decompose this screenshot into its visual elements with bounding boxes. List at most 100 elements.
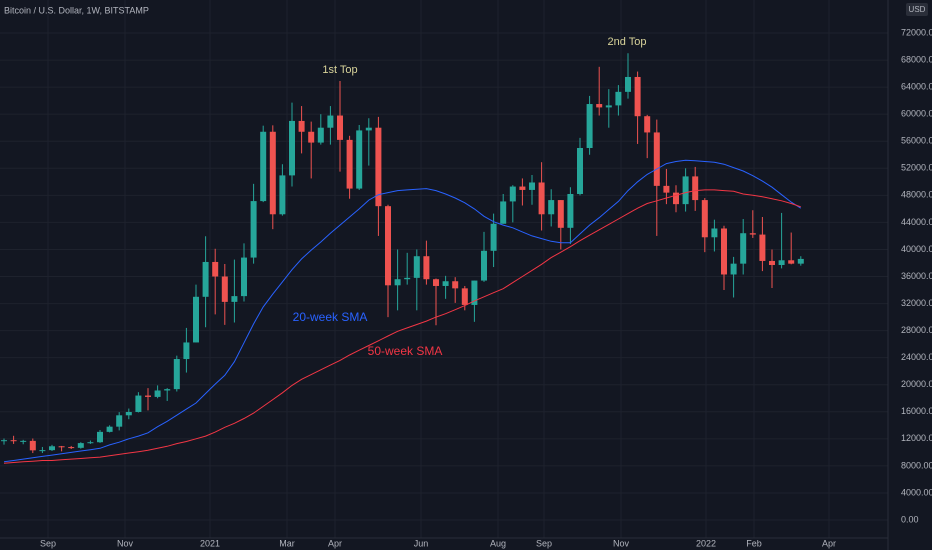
annotation: 2nd Top: [608, 36, 647, 48]
x-tick-label: 2021: [200, 538, 220, 548]
y-tick-label: 64000.00: [901, 81, 932, 91]
x-tick-label: Nov: [117, 538, 134, 548]
candle-body: [327, 115, 334, 128]
candle-body: [749, 233, 756, 235]
y-tick-label: 72000.00: [901, 27, 932, 37]
currency-label: USD: [909, 5, 926, 14]
candle-body: [634, 76, 641, 117]
x-tick-label: Sep: [536, 538, 552, 548]
candle-body: [519, 186, 526, 190]
candle-body: [375, 127, 382, 207]
candle-body: [682, 176, 689, 205]
y-tick-label: 0.00: [901, 514, 919, 524]
candle-body: [337, 115, 343, 140]
candle-body: [241, 257, 247, 297]
candle-body: [394, 279, 401, 286]
candle-body: [269, 131, 276, 215]
candle-body: [605, 105, 612, 108]
candle-body: [202, 261, 209, 297]
y-tick-label: 16000.00: [901, 406, 932, 416]
candle-body: [740, 233, 747, 264]
candle-body: [721, 228, 727, 275]
candle-body: [452, 281, 459, 289]
candle-body: [778, 260, 785, 266]
candle-body: [538, 182, 545, 215]
y-tick-label: 28000.00: [901, 325, 932, 335]
y-tick-label: 52000.00: [901, 163, 932, 173]
y-tick-label: 8000.00: [901, 460, 932, 470]
x-tick-label: Apr: [822, 538, 836, 548]
candle-body: [317, 127, 324, 143]
candle-body: [759, 234, 766, 261]
sma-line: [3, 189, 801, 464]
sma-label: 50-week SMA: [368, 344, 443, 358]
grid: [0, 0, 888, 538]
candle-body: [250, 201, 257, 258]
candle-body: [20, 440, 27, 442]
chart-title: Bitcoin / U.S. Dollar, 1W, BITSTAMP: [4, 5, 149, 15]
candle-body: [625, 76, 631, 92]
candle-body: [193, 296, 199, 343]
candle-body: [596, 104, 603, 108]
candle-body: [385, 206, 391, 286]
candle-body: [711, 228, 718, 238]
candle-body: [145, 395, 151, 397]
candle-body: [116, 415, 123, 427]
candle-body: [221, 276, 228, 302]
candle-body: [481, 250, 487, 281]
candle-body: [154, 390, 161, 397]
y-tick-label: 4000.00: [901, 487, 932, 497]
candle-body: [471, 280, 478, 305]
x-tick-label: Sep: [40, 538, 56, 548]
candle-body: [308, 131, 315, 143]
candle-body: [644, 116, 651, 133]
plot: [1, 53, 804, 464]
candle-body: [260, 131, 267, 202]
candle-body: [423, 256, 430, 280]
candle-body: [279, 175, 286, 215]
y-tick-label: 44000.00: [901, 217, 932, 227]
candle-body: [461, 288, 468, 305]
candle-body: [49, 446, 55, 451]
candle-body: [548, 200, 555, 215]
x-tick-label: 2022: [696, 538, 716, 548]
x-tick-label: Mar: [279, 538, 295, 548]
y-tick-label: 36000.00: [901, 271, 932, 281]
candle-body: [413, 256, 420, 278]
candle-body: [289, 120, 295, 176]
candle-body: [615, 91, 622, 106]
candle-body: [663, 185, 670, 193]
candle-body: [29, 440, 36, 451]
y-tick-label: 32000.00: [901, 298, 932, 308]
annotation: 1st Top: [322, 64, 357, 76]
candle-body: [509, 186, 516, 202]
candle-body: [125, 411, 132, 416]
y-tick-label: 40000.00: [901, 244, 932, 254]
candle-body: [797, 258, 804, 264]
candle-body: [567, 193, 574, 228]
candle-body: [106, 426, 113, 432]
candle-body: [692, 176, 699, 201]
candle-body: [653, 132, 660, 186]
x-tick-label: Apr: [328, 538, 342, 548]
candle-body: [97, 431, 103, 443]
x-tick-label: Nov: [613, 538, 630, 548]
candle-body: [788, 260, 795, 264]
candle-body: [490, 223, 497, 251]
candle-body: [673, 192, 679, 205]
candle-body: [356, 130, 363, 189]
candle-body: [231, 296, 238, 302]
y-tick-label: 20000.00: [901, 379, 932, 389]
candle-body: [701, 200, 708, 238]
candle-body: [500, 201, 507, 224]
candle-body: [173, 359, 180, 390]
candle-body: [1, 440, 7, 442]
y-tick-label: 56000.00: [901, 136, 932, 146]
candle-body: [68, 447, 75, 449]
x-tick-label: Aug: [490, 538, 506, 548]
candle-body: [58, 446, 65, 448]
candle-body: [298, 120, 305, 132]
candle-body: [365, 127, 372, 131]
